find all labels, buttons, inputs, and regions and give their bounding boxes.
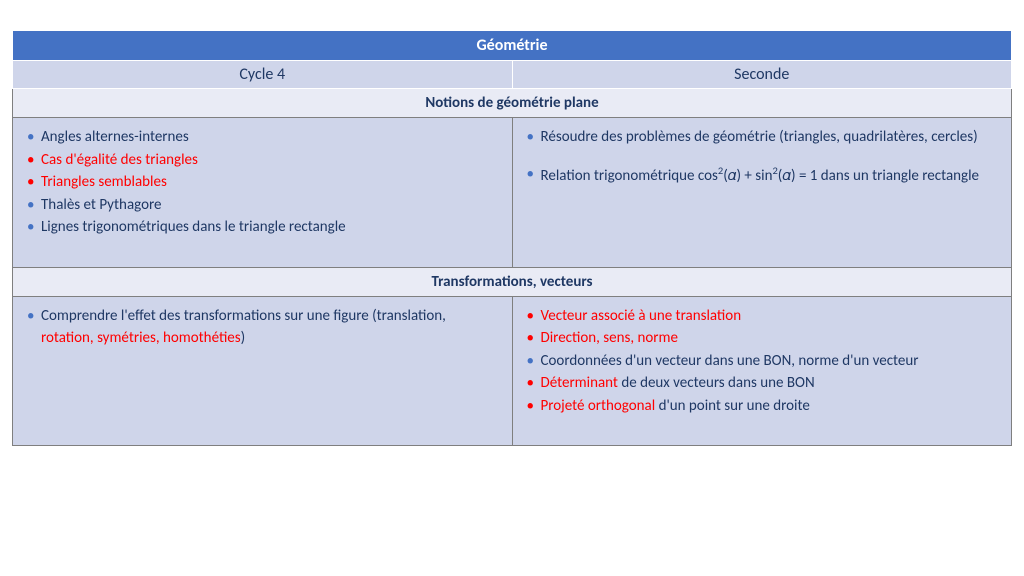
list-item: Coordonnées d'un vecteur dans une BON, n… <box>523 350 1002 373</box>
list-item: Triangles semblables <box>23 171 502 194</box>
list-item: Comprendre l'effet des transformations s… <box>23 305 502 350</box>
list-item: Thalès et Pythagore <box>23 194 502 217</box>
cell-left: Comprendre l'effet des transformations s… <box>13 296 513 446</box>
list-item: Direction, sens, norme <box>523 327 1002 350</box>
cell-right: Résoudre des problèmes de géométrie (tri… <box>512 118 1012 268</box>
section-heading: Notions de géométrie plane <box>13 89 1012 118</box>
list-item: Déterminant de deux vecteurs dans une BO… <box>523 372 1002 395</box>
list-item: Projeté orthogonal d'un point sur une dr… <box>523 395 1002 418</box>
col-header-left: Cycle 4 <box>13 61 513 89</box>
list-item: Relation trigonométrique cos2(𝛼) + sin2(… <box>523 163 1002 188</box>
cell-left: Angles alternes-internesCas d'égalité de… <box>13 118 513 268</box>
geometry-table: Géométrie Cycle 4 Seconde Notions de géo… <box>12 30 1012 446</box>
list-item: Cas d'égalité des triangles <box>23 149 502 172</box>
list-item: Vecteur associé à une translation <box>523 305 1002 328</box>
list-item: Lignes trigonométriques dans le triangle… <box>23 216 502 239</box>
table-title: Géométrie <box>13 31 1012 61</box>
cell-right: Vecteur associé à une translationDirecti… <box>512 296 1012 446</box>
col-header-right: Seconde <box>512 61 1012 89</box>
section-heading: Transformations, vecteurs <box>13 267 1012 296</box>
list-item: Angles alternes-internes <box>23 126 502 149</box>
list-item: Résoudre des problèmes de géométrie (tri… <box>523 126 1002 149</box>
